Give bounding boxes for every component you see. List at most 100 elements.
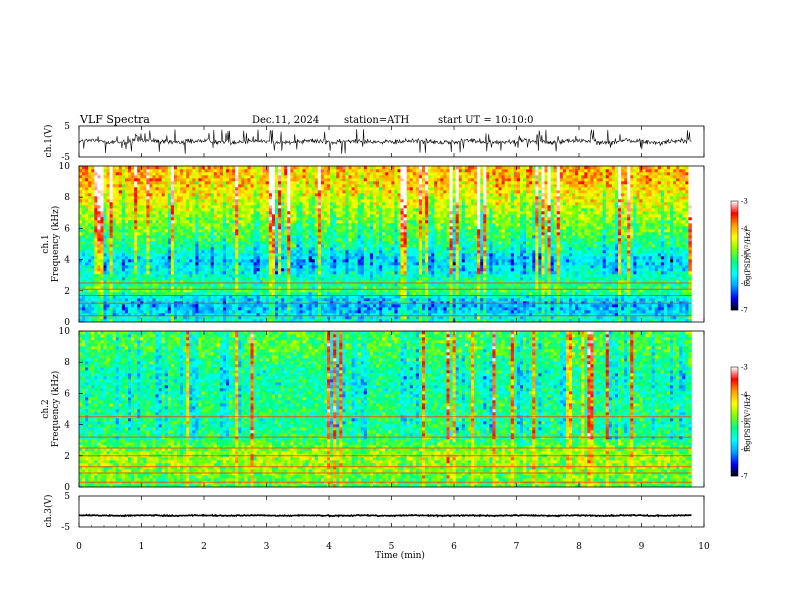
spectrogram-cell xyxy=(357,232,362,236)
spectrogram-cell xyxy=(311,241,316,245)
spectrogram-cell xyxy=(363,283,368,287)
spectrogram-cell xyxy=(305,229,309,233)
spectrogram-cell xyxy=(161,244,166,248)
spectrogram-cell xyxy=(271,298,276,302)
spectrogram-cell xyxy=(351,166,355,170)
spectrogram-cell xyxy=(195,262,199,266)
spectrogram-cell xyxy=(241,268,245,272)
spectrogram-cell xyxy=(284,232,288,236)
spectrogram-cell xyxy=(357,196,362,200)
spectrogram-cell xyxy=(293,295,297,299)
spectrogram-cell xyxy=(360,280,365,284)
spectrogram-cell xyxy=(296,283,300,287)
spectrogram-cell xyxy=(235,313,239,317)
spectrogram-cell xyxy=(296,229,300,233)
spectrogram-cell xyxy=(97,214,101,218)
spectrogram-cell xyxy=(247,286,251,290)
spectrogram-cell xyxy=(336,271,340,275)
spectrogram-cell xyxy=(97,193,101,197)
spectrogram-cell xyxy=(351,313,355,317)
spectrogram-cell xyxy=(106,289,110,293)
spectrogram-cell xyxy=(115,238,120,242)
spectrogram-cell xyxy=(128,310,132,314)
spectrogram-cell xyxy=(82,274,86,278)
spectrogram-cell xyxy=(327,196,331,200)
spectrogram-cell xyxy=(167,190,172,194)
spectrogram-cell xyxy=(275,280,279,284)
spectrogram-cell xyxy=(366,184,371,188)
spectrogram-cell xyxy=(152,238,156,242)
spectrogram-cell xyxy=(293,316,297,320)
spectrogram-cell xyxy=(320,223,325,227)
spectrogram-cell xyxy=(232,214,236,218)
spectrogram-cell xyxy=(161,277,166,281)
spectrogram-cell xyxy=(281,196,285,200)
spectrogram-cell xyxy=(259,238,264,242)
spectrogram-cell xyxy=(112,292,117,296)
spectrogram-cell xyxy=(112,274,117,278)
spectrogram-cell xyxy=(317,169,322,173)
spectrogram-cell xyxy=(271,280,276,284)
spectrogram-cell xyxy=(238,313,242,317)
spectrogram-cell xyxy=(363,265,368,269)
spectrogram-cell xyxy=(100,283,104,287)
spectrogram-cell xyxy=(253,235,257,239)
spectrogram-cell xyxy=(357,208,362,212)
spectrogram-cell xyxy=(238,190,242,194)
spectrogram-cell xyxy=(161,172,166,176)
spectrogram-cell xyxy=(226,223,230,227)
spectrogram-cell xyxy=(281,268,285,272)
spectrogram-cell xyxy=(131,250,135,254)
spectrogram-cell xyxy=(244,208,248,212)
spectrogram-cell xyxy=(333,265,337,269)
spectrogram-cell xyxy=(186,316,190,320)
spectrogram-cell xyxy=(345,307,349,311)
spectrogram-cell xyxy=(339,256,343,260)
spectrogram-cell xyxy=(124,181,129,185)
spectrogram-cell xyxy=(290,256,294,260)
spectrogram-cell xyxy=(357,283,362,287)
spectrogram-cell xyxy=(183,223,187,227)
spectrogram-cell xyxy=(189,277,193,281)
spectrogram-cell xyxy=(222,313,227,317)
spectrogram-cell xyxy=(342,286,346,290)
spectrogram-cell xyxy=(167,301,172,305)
spectrogram-cell xyxy=(296,295,300,299)
spectrogram-cell xyxy=(299,172,303,176)
spectrogram-cell xyxy=(134,244,138,248)
spectrogram-cell xyxy=(354,193,358,197)
spectrogram-cell xyxy=(198,313,202,317)
spectrogram-cell xyxy=(348,247,352,251)
spectrogram-cell xyxy=(204,187,208,191)
spectrogram-cell xyxy=(317,253,322,257)
spectrogram-cell xyxy=(79,292,83,296)
spectrogram-cell xyxy=(97,202,101,206)
spectrogram-cell xyxy=(369,286,374,290)
spectrogram-cell xyxy=(167,208,172,212)
spectrogram-cell xyxy=(149,184,153,188)
spectrogram-cell xyxy=(342,220,346,224)
spectrogram-cell xyxy=(284,271,288,275)
spectrogram-cell xyxy=(320,310,325,314)
spectrogram-cell xyxy=(357,205,362,209)
spectrogram-cell xyxy=(296,202,300,206)
spectrogram-cell xyxy=(180,184,184,188)
spectrogram-cell xyxy=(88,244,92,248)
spectrogram-cell xyxy=(320,196,325,200)
spectrogram-cell xyxy=(161,310,166,314)
spectrogram-cell xyxy=(345,277,349,281)
spectrogram-cell xyxy=(79,181,83,185)
spectrogram-cell xyxy=(305,256,309,260)
spectrogram-cell xyxy=(115,304,120,308)
spectrogram-cell xyxy=(112,172,117,176)
spectrogram-cell xyxy=(106,214,110,218)
spectrogram-cell xyxy=(201,235,205,239)
spectrogram-cell xyxy=(241,277,245,281)
spectrogram-cell xyxy=(149,268,153,272)
spectrogram-cell xyxy=(348,190,352,194)
spectrogram-cell xyxy=(366,274,371,278)
spectrogram-cell xyxy=(100,304,104,308)
spectrogram-cell xyxy=(152,313,156,317)
spectrogram-cell xyxy=(369,217,374,221)
spectrogram-cell xyxy=(262,259,267,263)
